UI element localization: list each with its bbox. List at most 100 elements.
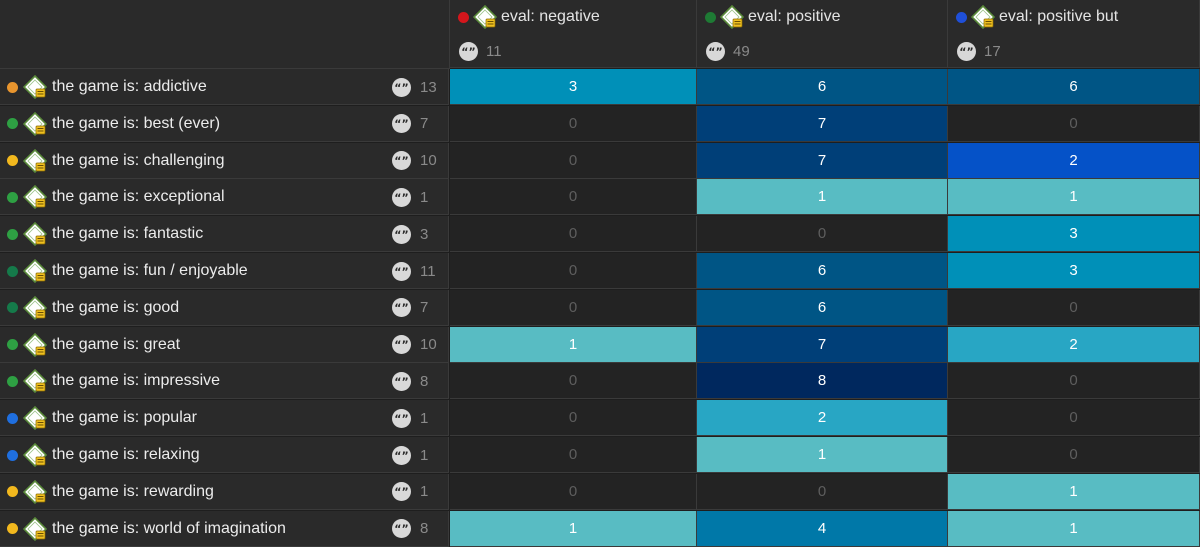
row-header[interactable]: the game is: great “” 10 [0,326,449,363]
svg-text:“”: “” [394,523,408,536]
column-header[interactable]: eval: negative “” 11 [450,0,697,68]
svg-text:“”: “” [394,486,408,499]
cooccurrence-cell[interactable]: 0 [450,216,697,253]
column-label: eval: positive but [999,8,1119,25]
row-code-name: the game is: relaxing [7,442,200,468]
cooccurrence-cell[interactable]: 3 [948,253,1200,289]
column-quotation-count: “” 11 [458,40,502,62]
cooccurrence-cell[interactable]: 1 [948,473,1200,510]
cooccurrence-cell[interactable]: 0 [450,473,697,510]
row-header[interactable]: the game is: relaxing “” 1 [0,437,449,473]
row-code-name: the game is: impressive [7,369,220,394]
table-row: the game is: world of imagination “” 8 1 4 1 [0,510,1200,547]
cooccurrence-cell[interactable]: 3 [948,216,1200,253]
row-header[interactable]: the game is: rewarding “” 1 [0,473,449,510]
cooccurrence-cell[interactable]: 0 [948,363,1200,400]
table-row: the game is: good “” 7 0 6 0 [0,289,1200,326]
row-header[interactable]: the game is: best (ever) “” 7 [0,105,449,142]
quotation-count: 1 [420,409,429,427]
row-header[interactable]: the game is: fun / enjoyable “” 11 [0,253,449,289]
cooccurrence-cell[interactable]: 1 [948,510,1200,547]
cooccurrence-cell[interactable]: 2 [948,142,1200,179]
cooccurrence-cell[interactable]: 6 [697,289,948,326]
code-color-dot [7,155,18,167]
cooccurrence-cell[interactable]: 7 [697,105,948,142]
cooccurrence-cell[interactable]: 8 [697,363,948,400]
row-header[interactable]: the game is: popular “” 1 [0,400,449,437]
cooccurrence-cell[interactable]: 0 [948,437,1200,473]
row-header[interactable]: the game is: impressive “” 8 [0,363,449,400]
row-header[interactable]: the game is: good “” 7 [0,289,449,326]
svg-text:“”: “” [394,118,408,131]
cooccurrence-cell[interactable]: 1 [450,326,697,363]
row-code-name: the game is: great [7,332,180,357]
cooccurrence-cell[interactable]: 3 [450,69,697,105]
svg-text:“”: “” [708,45,722,58]
cooccurrence-cell[interactable]: 6 [697,253,948,289]
cooccurrence-cell[interactable]: 2 [697,400,948,437]
quotation-icon: “” [705,41,726,62]
row-label-text: the game is: world of imagination [52,519,286,537]
quotation-icon: “” [956,41,977,62]
cooccurrence-cell[interactable]: 1 [697,179,948,216]
quotation-icon: “” [391,77,412,98]
cooccurrence-cell[interactable]: 0 [450,400,697,437]
cooccurrence-cell[interactable]: 0 [450,363,697,400]
table-row: the game is: rewarding “” 1 0 0 1 [0,473,1200,510]
quotation-count: 7 [420,299,429,317]
table-row: the game is: addictive “” 13 3 6 6 [0,69,1200,105]
cooccurrence-cell[interactable]: 7 [697,326,948,363]
table-row: the game is: impressive “” 8 0 8 0 [0,363,1200,400]
cooccurrence-cell[interactable]: 1 [948,179,1200,216]
code-color-dot [458,11,469,23]
row-header[interactable]: the game is: challenging “” 10 [0,142,449,179]
cooccurrence-cell[interactable]: 0 [948,400,1200,437]
column-header[interactable]: eval: positive but “” 17 [948,0,1200,68]
cooccurrence-cell[interactable]: 1 [697,437,948,473]
row-header[interactable]: the game is: fantastic “” 3 [0,216,449,253]
cooccurrence-cell[interactable]: 0 [450,179,697,216]
cooccurrence-cell[interactable]: 0 [450,253,697,289]
cooccurrence-cell[interactable]: 0 [697,216,948,253]
cooccurrence-cell[interactable]: 0 [450,105,697,142]
quotation-count: 1 [420,446,429,464]
quotation-icon: “” [391,408,412,429]
code-icon [22,406,48,431]
cooccurrence-cell[interactable]: 6 [697,69,948,105]
code-icon [719,4,745,30]
row-header[interactable]: the game is: world of imagination “” 8 [0,510,449,547]
quotation-count: 1 [420,483,429,501]
svg-text:“”: “” [394,449,408,462]
cooccurrence-cell[interactable]: 2 [948,326,1200,363]
cooccurrence-cell[interactable]: 6 [948,69,1200,105]
code-color-dot [7,265,18,277]
row-code-name: the game is: popular [7,406,197,431]
cooccurrence-cell[interactable]: 0 [948,105,1200,142]
cooccurrence-cell[interactable]: 1 [450,510,697,547]
code-icon [22,258,48,284]
cooccurrence-cell[interactable]: 4 [697,510,948,547]
code-icon [22,332,48,357]
cooccurrence-cell[interactable]: 0 [948,289,1200,326]
row-header[interactable]: the game is: exceptional “” 1 [0,179,449,216]
cooccurrence-cell[interactable]: 0 [697,473,948,510]
code-color-dot [7,449,18,461]
column-quotation-count: “” 49 [705,40,750,62]
code-color-dot [7,412,18,424]
row-label-text: the game is: relaxing [52,446,200,463]
code-icon [22,185,48,210]
cooccurrence-cell[interactable]: 0 [450,437,697,473]
code-color-dot [7,339,18,351]
svg-text:“”: “” [461,45,475,58]
code-color-dot [7,523,18,535]
column-label: eval: positive [748,8,841,25]
quotation-count: 11 [420,262,436,280]
row-header[interactable]: the game is: addictive “” 13 [0,69,449,105]
code-icon [22,369,48,394]
cooccurrence-cell[interactable]: 0 [450,142,697,179]
row-code-name: the game is: fantastic [7,222,203,247]
cooccurrence-cell[interactable]: 0 [450,289,697,326]
column-header[interactable]: eval: positive “” 49 [697,0,948,68]
table-row: the game is: exceptional “” 1 0 1 1 [0,179,1200,216]
cooccurrence-cell[interactable]: 7 [697,142,948,179]
